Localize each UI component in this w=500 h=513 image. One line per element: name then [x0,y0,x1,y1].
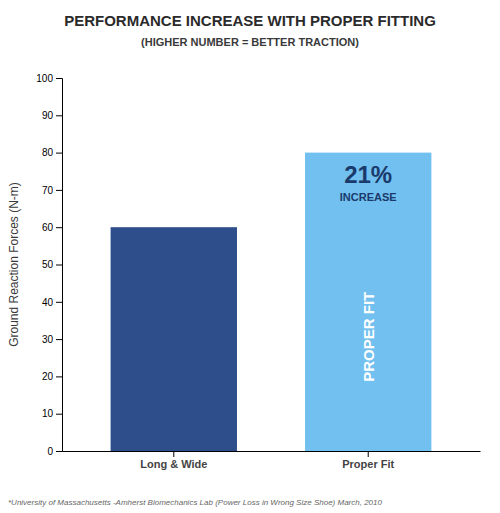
y-tick-label: 20 [42,371,54,382]
x-tick-label: Long & Wide [140,458,207,470]
y-tick-mark [56,376,62,377]
y-tick-mark [56,78,62,79]
y-tick-mark [56,190,62,191]
y-tick: 90 [42,110,62,121]
y-tick: 100 [36,73,62,84]
x-tick-mark [173,451,174,457]
footnote: *University of Massachusetts -Amherst Bi… [8,498,382,507]
y-tick-label: 70 [42,185,54,196]
title: PERFORMANCE INCREASE WITH PROPER FITTING [64,12,436,29]
y-tick-mark [56,227,62,228]
y-tick-label: 60 [42,222,54,233]
y-tick-label: 40 [42,297,54,308]
x-tick-mark [368,451,369,457]
bar [111,227,237,451]
y-tick-mark [56,265,62,266]
x-tick: Long & Wide [140,451,207,470]
y-tick-mark [56,302,62,303]
annotation: 21% [344,161,392,188]
y-tick-label: 0 [47,446,53,457]
x-tick: Proper Fit [342,451,394,470]
plot-area [111,153,432,451]
y-tick: 0 [47,446,62,457]
y-axis-line [56,79,63,452]
y-tick-mark [56,153,62,154]
subtitle: (HIGHER NUMBER = BETTER TRACTION) [141,36,359,48]
annotation: INCREASE [340,191,397,203]
x-axis: Long & Wide Proper Fit [63,451,481,470]
y-tick: 40 [42,297,62,308]
y-tick-label: 50 [42,259,54,270]
y-tick-mark [56,115,62,116]
bar [305,153,431,451]
y-axis: 0 10 20 30 40 50 60 70 80 90 100 [36,73,62,457]
y-tick-mark [56,339,62,340]
y-tick: 50 [42,259,62,270]
annotation: PROPER FIT [360,292,377,382]
y-tick: 20 [42,371,62,382]
x-tick-label: Proper Fit [342,458,394,470]
y-tick-label: 30 [42,334,54,345]
y-tick-label: 100 [36,73,53,84]
y-tick-mark [56,414,62,415]
y-axis-title: Ground Reaction Forces (N-m) [7,182,21,347]
y-tick-label: 90 [42,110,54,121]
y-tick: 80 [42,147,62,158]
y-tick-mark [56,451,62,452]
y-tick: 30 [42,334,62,345]
y-tick: 60 [42,222,62,233]
y-tick-label: 80 [42,147,54,158]
x-axis-line [63,451,481,452]
y-tick-label: 10 [42,408,54,419]
chart: PERFORMANCE INCREASE WITH PROPER FITTING… [0,0,500,513]
y-tick: 70 [42,185,62,196]
y-tick: 10 [42,408,62,419]
